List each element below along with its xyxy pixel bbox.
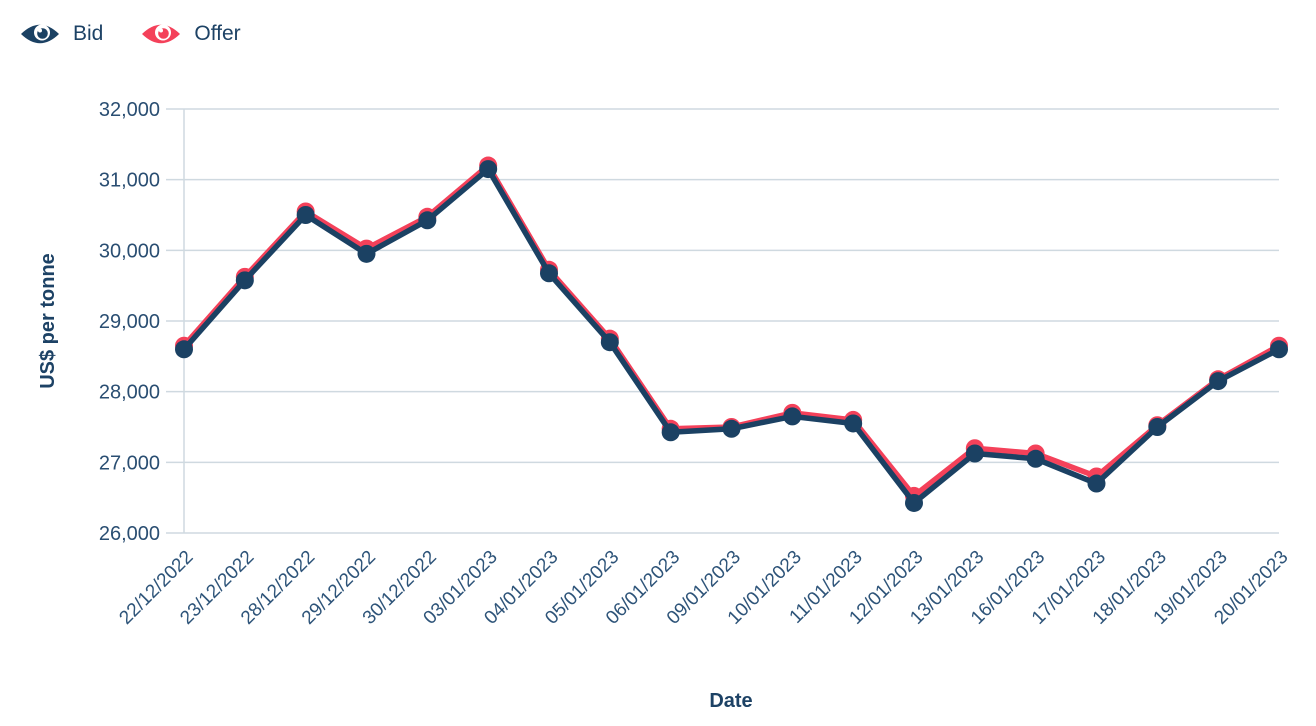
data-point-bid[interactable]: [1087, 474, 1106, 493]
data-point-bid[interactable]: [296, 206, 315, 224]
data-point-bid[interactable]: [540, 264, 558, 283]
data-point-bid[interactable]: [235, 271, 254, 290]
legend-item-bid[interactable]: Bid: [20, 21, 103, 47]
series-line-offer: [181, 162, 1282, 499]
y-tick-label: 28,000: [99, 382, 160, 404]
y-tick-label: 27,000: [99, 452, 160, 474]
data-point-bid[interactable]: [479, 160, 498, 179]
eye-icon-offer: [142, 24, 181, 44]
y-tick-label: 31,000: [99, 170, 160, 192]
data-point-bid[interactable]: [965, 444, 984, 463]
y-tick-label: 29,000: [99, 311, 160, 333]
series-bid: [175, 160, 1288, 512]
legend-item-offer[interactable]: Offer: [141, 21, 241, 47]
gridlines: [166, 108, 1279, 534]
x-axis-title: Date: [709, 690, 752, 712]
series-line-bid: [181, 166, 1282, 506]
data-point-bid[interactable]: [175, 340, 193, 359]
x-axis-tick-labels: 22/12/202223/12/202228/12/202229/12/2022…: [115, 547, 1292, 629]
y-tick-label: 32,000: [99, 99, 160, 121]
data-point-bid[interactable]: [722, 419, 741, 438]
data-point-bid[interactable]: [661, 423, 680, 442]
data-point-bid[interactable]: [1026, 449, 1045, 468]
data-point-bid[interactable]: [783, 407, 802, 426]
y-tick-label: 30,000: [99, 240, 160, 262]
data-point-bid[interactable]: [905, 493, 923, 512]
data-point-bid[interactable]: [600, 333, 619, 352]
y-axis-tick-labels: 32,000 31,000 30,000 29,000 28,000 27,000 26,0…: [99, 99, 160, 545]
chart-legend: Bid Offer: [20, 21, 241, 47]
data-point-bid[interactable]: [1209, 372, 1228, 391]
y-tick-label: 26,000: [99, 523, 160, 545]
data-point-bid[interactable]: [357, 244, 376, 263]
data-point-bid[interactable]: [418, 211, 437, 230]
legend-label-bid: Bid: [73, 22, 104, 45]
data-point-bid[interactable]: [1270, 340, 1288, 359]
series-offer: [175, 156, 1288, 505]
y-axis-title: US$ per tonne: [37, 253, 59, 389]
data-point-bid[interactable]: [844, 414, 863, 433]
data-point-bid[interactable]: [1148, 418, 1167, 436]
legend-label-offer: Offer: [194, 22, 241, 45]
eye-icon-bid: [21, 24, 59, 44]
